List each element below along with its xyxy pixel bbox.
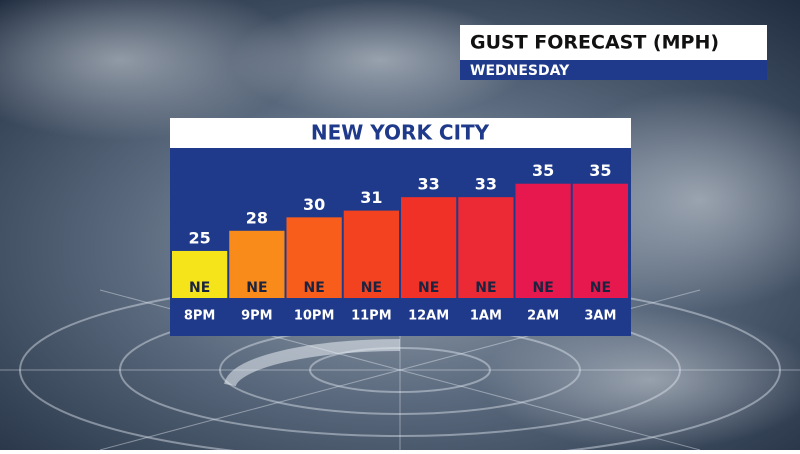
value-label: 35 bbox=[589, 161, 611, 180]
x-tick-label: 12AM bbox=[408, 309, 449, 324]
header-title: GUST FORECAST (MPH) bbox=[470, 32, 719, 54]
x-tick-label: 3AM bbox=[584, 309, 616, 324]
x-tick-label: 10PM bbox=[294, 309, 335, 324]
direction-label: NE bbox=[303, 280, 324, 296]
header-box bbox=[460, 25, 767, 60]
bar bbox=[401, 197, 457, 298]
value-label: 33 bbox=[475, 175, 497, 194]
value-label: 31 bbox=[360, 188, 382, 207]
bar bbox=[229, 230, 285, 298]
bar bbox=[515, 183, 571, 298]
x-tick-label: 9PM bbox=[241, 309, 273, 324]
panel-header bbox=[170, 118, 631, 148]
x-tick-label: 8PM bbox=[184, 309, 216, 324]
x-tick-label: 2AM bbox=[527, 309, 559, 324]
direction-label: NE bbox=[590, 280, 611, 296]
bar bbox=[458, 197, 514, 298]
header-subbar bbox=[460, 60, 767, 80]
bar bbox=[343, 210, 399, 298]
value-label: 28 bbox=[246, 208, 268, 227]
x-tick-label: 11PM bbox=[351, 309, 392, 324]
panel-title: NEW YORK CITY bbox=[311, 121, 490, 145]
value-label: 30 bbox=[303, 195, 325, 214]
x-tick-label: 1AM bbox=[470, 309, 502, 324]
direction-label: NE bbox=[361, 280, 382, 296]
direction-label: NE bbox=[418, 280, 439, 296]
bar bbox=[172, 250, 228, 298]
bar bbox=[572, 183, 628, 298]
value-label: 25 bbox=[188, 228, 210, 247]
bar bbox=[286, 217, 342, 298]
value-label: 33 bbox=[417, 175, 439, 194]
direction-label: NE bbox=[475, 280, 496, 296]
direction-label: NE bbox=[189, 280, 210, 296]
value-label: 35 bbox=[532, 161, 554, 180]
direction-label: NE bbox=[532, 280, 553, 296]
direction-label: NE bbox=[246, 280, 267, 296]
header-subtitle: WEDNESDAY bbox=[470, 63, 570, 79]
